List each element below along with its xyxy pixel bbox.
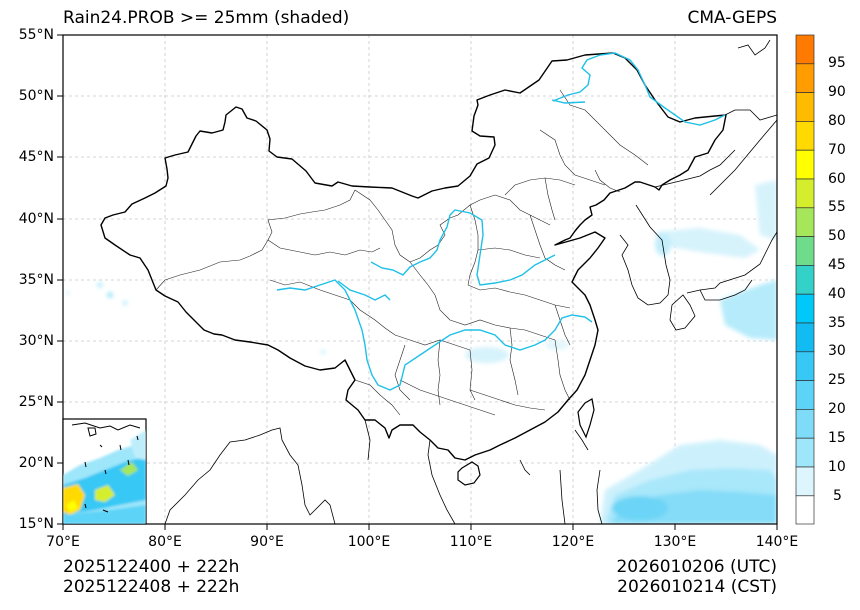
colorbar	[795, 34, 815, 525]
colorbar-label: 70	[828, 142, 846, 158]
colorbar-label: 60	[828, 171, 846, 187]
xtick-100: 100°E	[347, 534, 391, 550]
ytick-25: 25°N	[18, 394, 54, 410]
ytick-55: 55°N	[18, 27, 54, 43]
axis-ticks	[57, 34, 778, 530]
colorbar-label: 35	[828, 315, 846, 331]
init-time-cst: 2025122408 + 222h	[63, 577, 240, 597]
shaded-probability	[66, 180, 777, 524]
taiwan-island	[577, 398, 595, 439]
ytick-45: 45°N	[18, 149, 54, 165]
ytick-40: 40°N	[18, 211, 54, 227]
colorbar-label: 25	[828, 372, 846, 388]
yellow-river	[370, 209, 556, 286]
colorbar-label: 20	[828, 401, 846, 417]
xtick-120: 120°E	[551, 534, 595, 550]
init-time-utc: 2025122400 + 222h	[63, 557, 240, 577]
xtick-110: 110°E	[449, 534, 493, 550]
chart-title: Rain24.PROB >= 25mm (shaded)	[63, 8, 350, 28]
colorbar-label: 30	[828, 343, 846, 359]
colorbar-label: 90	[828, 84, 846, 100]
ytick-30: 30°N	[18, 333, 54, 349]
colorbar-label: 80	[828, 113, 846, 129]
colorbar-label: 50	[828, 228, 846, 244]
colorbar-label: 95	[828, 55, 846, 71]
provincial-boundaries	[155, 89, 649, 416]
colorbar-label: 15	[828, 430, 846, 446]
yangtze-river	[276, 279, 593, 391]
colorbar-label: 45	[828, 257, 846, 273]
south-china-sea-inset	[62, 418, 147, 525]
ytick-50: 50°N	[18, 88, 54, 104]
ytick-35: 35°N	[18, 272, 54, 288]
colorbar-label: 10	[828, 459, 846, 475]
ytick-20: 20°N	[18, 455, 54, 471]
valid-time-cst: 2026010214 (CST)	[617, 577, 777, 597]
rivers	[276, 52, 726, 391]
xtick-90: 90°E	[250, 534, 284, 550]
coastlines	[164, 39, 777, 524]
colorbar-label: 55	[828, 199, 846, 215]
colorbar-label: 40	[828, 286, 846, 302]
heilongjiang-river	[552, 52, 726, 126]
china-border	[100, 52, 727, 461]
colorbar-label: 5	[833, 488, 842, 504]
model-name: CMA-GEPS	[687, 8, 777, 28]
xtick-140: 140°E	[755, 534, 799, 550]
ytick-15: 15°N	[18, 516, 54, 532]
hainan-island	[457, 461, 481, 486]
valid-time-utc: 2026010206 (UTC)	[616, 557, 777, 577]
xtick-80: 80°E	[148, 534, 182, 550]
xtick-70: 70°E	[46, 534, 80, 550]
xtick-130: 130°E	[653, 534, 697, 550]
